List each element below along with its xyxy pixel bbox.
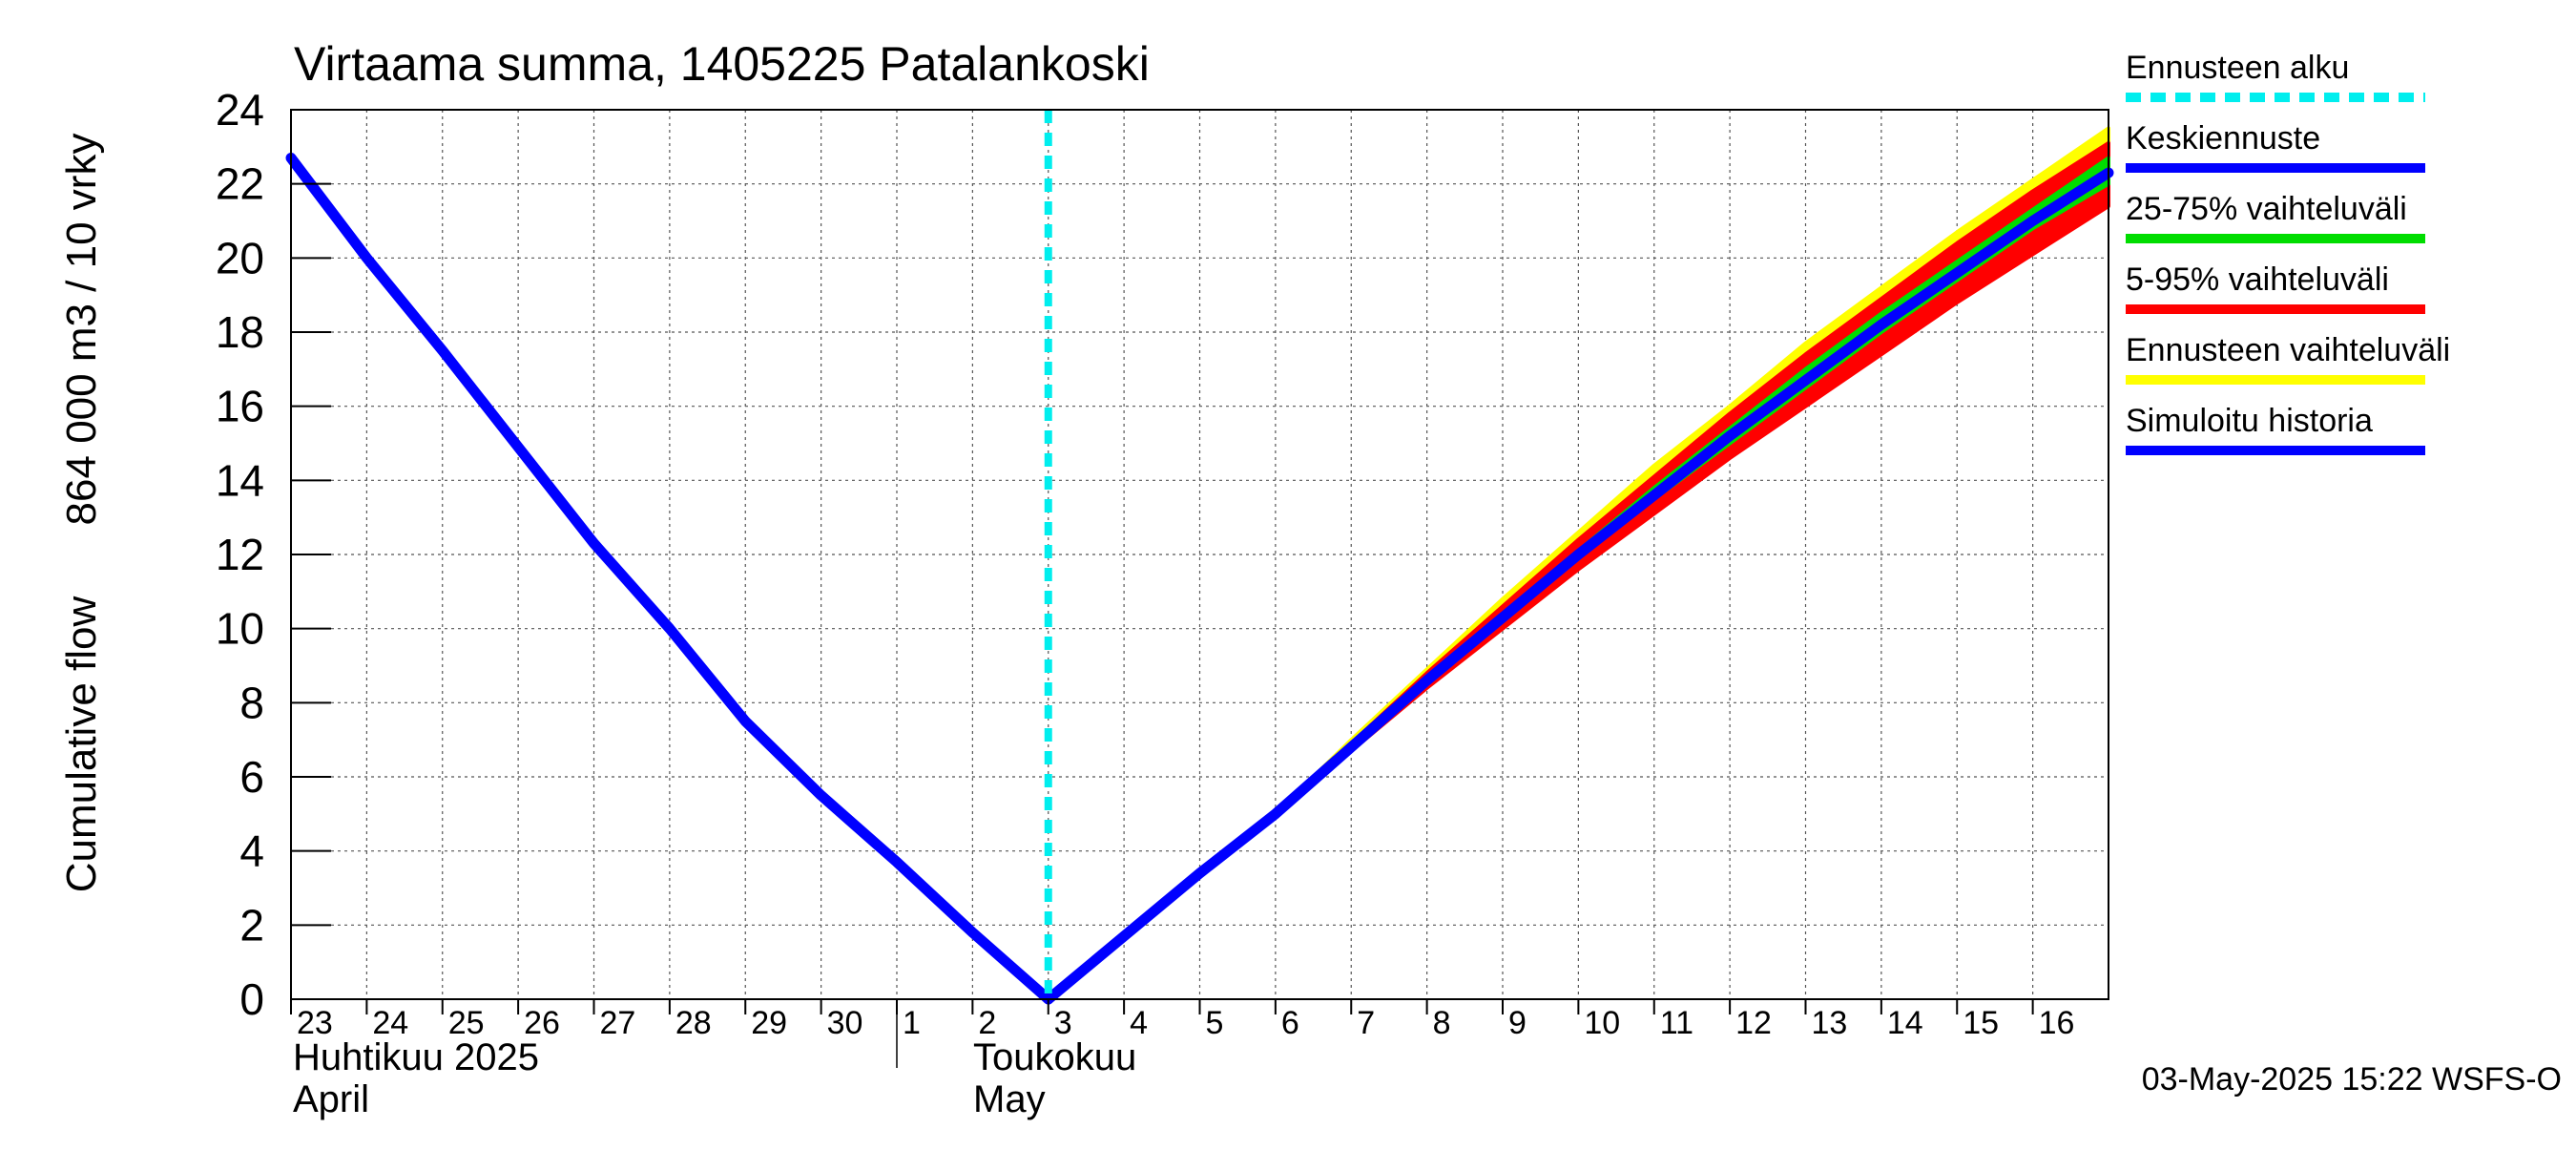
legend-label: Simuloitu historia — [2126, 403, 2373, 439]
x-tick-label: 27 — [600, 1005, 636, 1041]
x-tick-label: 12 — [1735, 1005, 1772, 1041]
x-tick-label: 3 — [1054, 1005, 1072, 1041]
x-tick-label: 11 — [1660, 1005, 1693, 1041]
month-label: Huhtikuu 2025 — [293, 1036, 539, 1078]
x-tick-label: 8 — [1433, 1005, 1451, 1041]
y-tick-label: 22 — [216, 159, 264, 209]
y-tick-label: 14 — [216, 455, 264, 505]
x-tick-label: 5 — [1206, 1005, 1224, 1041]
legend-label: Ennusteen vaihteluväli — [2126, 332, 2450, 368]
x-tick-label: 4 — [1130, 1005, 1148, 1041]
x-tick-label: 28 — [675, 1005, 712, 1041]
y-tick-label: 24 — [216, 85, 264, 135]
y-tick-label: 20 — [216, 233, 264, 282]
month-label: Toukokuu — [973, 1036, 1136, 1078]
y-tick-label: 10 — [216, 604, 264, 654]
series-layer — [285, 153, 2114, 1005]
x-tick-label: 13 — [1812, 1005, 1848, 1041]
x-tick-label: 30 — [827, 1005, 863, 1041]
y-tick-label: 18 — [216, 307, 264, 357]
x-tick-label: 2 — [978, 1005, 996, 1041]
x-tick-label: 6 — [1281, 1005, 1299, 1041]
grid-layer — [291, 110, 2109, 999]
x-tick-label: 14 — [1887, 1005, 1923, 1041]
x-tick-label: 7 — [1357, 1005, 1375, 1041]
y-tick-label: 12 — [216, 530, 264, 579]
x-tick-label: 23 — [297, 1005, 333, 1041]
legend-label: Keskiennuste — [2126, 120, 2320, 157]
y-tick-label: 2 — [239, 900, 264, 950]
x-tick-label: 15 — [1963, 1005, 1999, 1041]
y-tick-label: 16 — [216, 382, 264, 431]
y-tick-label: 4 — [239, 826, 264, 876]
chart-title: Virtaama summa, 1405225 Patalankoski — [294, 37, 1150, 91]
y-tick-label: 8 — [239, 678, 264, 727]
x-tick-label: 9 — [1508, 1005, 1527, 1041]
legend-label: 25-75% vaihteluväli — [2126, 191, 2407, 227]
y-tick-label: 6 — [239, 752, 264, 802]
footer-timestamp: 03-May-2025 15:22 WSFS-O — [2142, 1061, 2562, 1098]
month-label-english: April — [293, 1078, 369, 1120]
x-tick-label: 25 — [448, 1005, 485, 1041]
x-tick-label: 29 — [751, 1005, 787, 1041]
month-label-english: May — [973, 1078, 1046, 1120]
legend: Ennusteen alku Keskiennuste 25-75% vaihtel… — [2126, 50, 2450, 455]
x-tick-label: 1 — [903, 1005, 921, 1041]
x-tick-label: 26 — [524, 1005, 560, 1041]
legend-label: Ennusteen alku — [2126, 50, 2349, 86]
series-simuloitu-historia — [285, 153, 1054, 1005]
y-axis-label: Cumulative flow — [58, 596, 105, 893]
x-tick-label: 10 — [1584, 1005, 1620, 1041]
legend-label: 5-95% vaihteluväli — [2126, 261, 2389, 298]
y-axis-unit-label: 864 000 m3 / 10 vrky — [58, 134, 105, 526]
x-tick-label: 16 — [2039, 1005, 2075, 1041]
y-tick-label: 0 — [239, 974, 264, 1024]
x-tick-label: 24 — [372, 1005, 408, 1041]
series-keskiennuste — [1043, 167, 2114, 1005]
